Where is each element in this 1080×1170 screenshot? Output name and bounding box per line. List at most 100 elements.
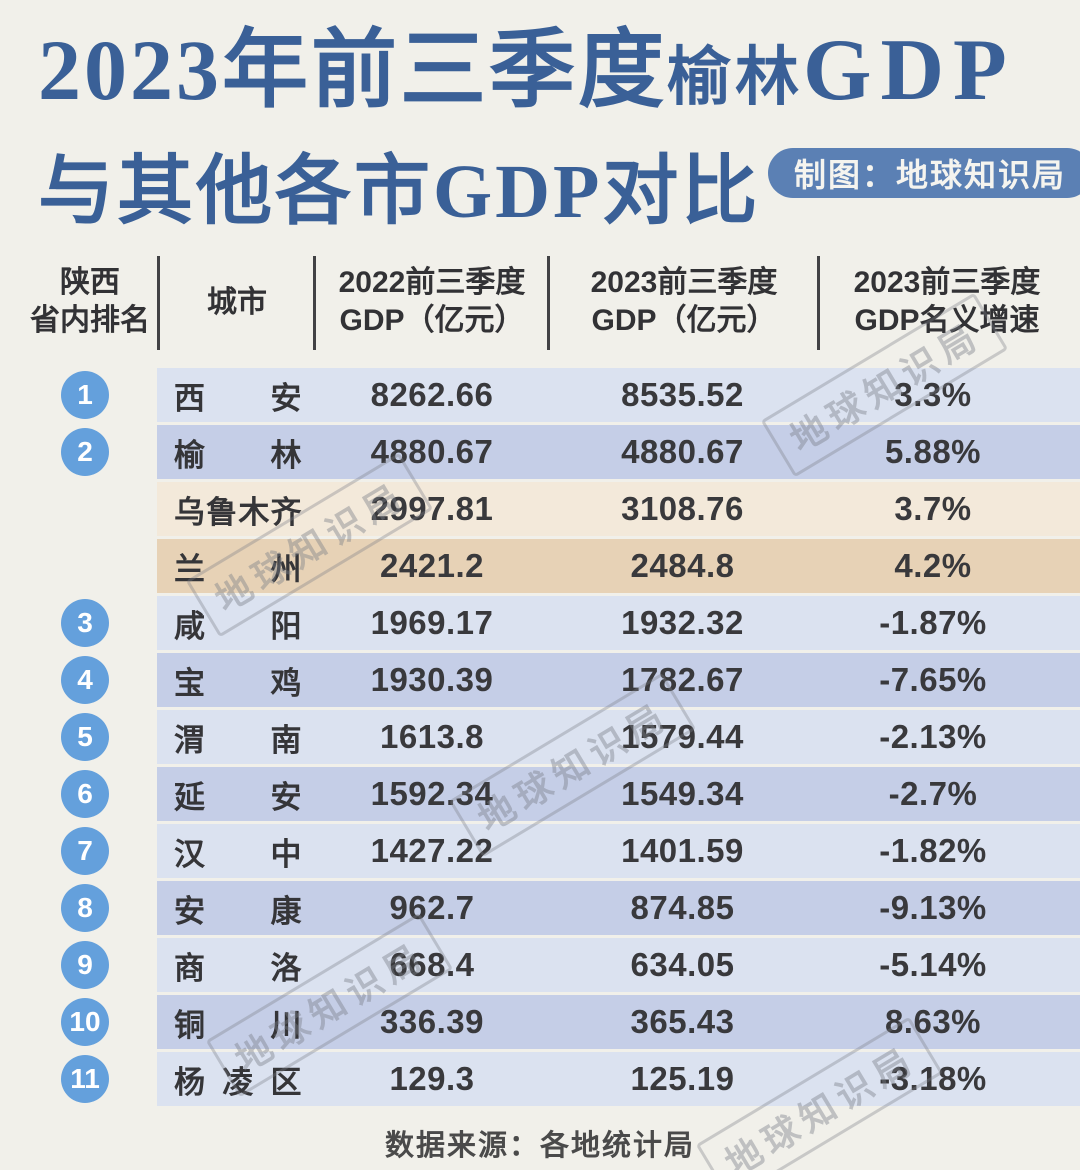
gdp-2023-value: 874.85 bbox=[630, 889, 735, 926]
header-divider bbox=[817, 256, 820, 350]
table-row: 6 延安 1592.34 1549.34 -2.7% bbox=[61, 767, 1080, 821]
growth-value: 8.63% bbox=[884, 1003, 982, 1040]
city-name: 渭南 bbox=[174, 722, 302, 758]
header-gdp-2022: 2022前三季度 GDP（亿元） bbox=[318, 264, 546, 340]
city-name: 兰州 bbox=[174, 551, 302, 587]
city-name: 咸阳 bbox=[174, 608, 302, 644]
gdp-2022-value: 2421.2 bbox=[380, 547, 484, 584]
growth-value: 4.2% bbox=[894, 547, 972, 584]
rank-badge: 3 bbox=[61, 599, 109, 647]
city-name: 安康 bbox=[174, 893, 302, 929]
growth-value: -1.87% bbox=[879, 604, 987, 641]
rank-badge: 6 bbox=[61, 770, 109, 818]
city-name: 西安 bbox=[174, 380, 302, 416]
table-row: 7 汉中 1427.22 1401.59 -1.82% bbox=[61, 824, 1080, 878]
page-title: 2023年前三季度榆林GDP 与其他各市GDP对比 bbox=[38, 18, 1058, 237]
growth-value: 3.3% bbox=[894, 376, 972, 413]
growth-value: -7.65% bbox=[879, 661, 987, 698]
header-gdp-2023-line1: 2023前三季度 bbox=[590, 266, 778, 299]
rank-badge: 5 bbox=[61, 713, 109, 761]
gdp-2022-value: 1930.39 bbox=[370, 661, 494, 698]
growth-value: -9.13% bbox=[879, 889, 987, 926]
gdp-2022-value: 336.39 bbox=[380, 1003, 484, 1040]
table-row: 8 安康 962.7 874.85 -9.13% bbox=[61, 881, 1080, 935]
title-line2: 与其他各市GDP对比 bbox=[38, 150, 761, 234]
gdp-2023-value: 4880.67 bbox=[621, 433, 744, 470]
gdp-2022-value: 2997.81 bbox=[370, 490, 494, 527]
header-divider bbox=[313, 256, 316, 350]
gdp-2022-value: 1592.34 bbox=[370, 775, 494, 812]
header-growth-line2: GDP名义增速 bbox=[854, 304, 1040, 337]
rank-badge: 4 bbox=[61, 656, 109, 704]
table-row: 1 西安 8262.66 8535.52 3.3% bbox=[61, 368, 1080, 422]
rank-badge: 1 bbox=[61, 371, 109, 419]
table-body: 1 西安 8262.66 8535.52 3.3% 2 榆林 4880.67 4880.67 5.… bbox=[61, 368, 1080, 1109]
growth-value: -3.18% bbox=[879, 1060, 987, 1097]
gdp-2023-value: 125.19 bbox=[630, 1060, 735, 1097]
rank-badge: 7 bbox=[61, 827, 109, 875]
header-rank-line1: 陕西 bbox=[60, 266, 120, 299]
growth-value: -2.13% bbox=[879, 718, 987, 755]
city-name: 榆林 bbox=[174, 437, 302, 473]
header-rank-line2: 省内排名 bbox=[30, 304, 150, 337]
table-row: 4 宝鸡 1930.39 1782.67 -7.65% bbox=[61, 653, 1080, 707]
gdp-2022-value: 4880.67 bbox=[370, 433, 494, 470]
title-line1: 2023年前三季度榆林GDP bbox=[38, 18, 1058, 147]
title-main-text: 2023年前三季度 bbox=[38, 22, 667, 118]
gdp-2023-value: 1401.59 bbox=[621, 832, 744, 869]
data-source-note: 数据来源：各地统计局 bbox=[384, 1130, 695, 1162]
gdp-2023-value: 2484.8 bbox=[630, 547, 735, 584]
gdp-2022-value: 1427.22 bbox=[370, 832, 494, 869]
growth-value: -5.14% bbox=[879, 946, 987, 983]
table-row: 5 渭南 1613.8 1579.44 -2.13% bbox=[61, 710, 1080, 764]
growth-value: -1.82% bbox=[879, 832, 987, 869]
city-name: 延安 bbox=[174, 779, 302, 815]
gdp-2023-value: 1579.44 bbox=[621, 718, 744, 755]
rank-badge: 9 bbox=[61, 941, 109, 989]
city-name: 铜川 bbox=[174, 1007, 302, 1043]
title-highlight-yulin: 榆林 bbox=[667, 41, 803, 113]
header-gdp-2023: 2023前三季度 GDP（亿元） bbox=[552, 264, 816, 340]
table-row: 乌鲁木齐 2997.81 3108.76 3.7% bbox=[157, 482, 1080, 536]
table-row: 2 榆林 4880.67 4880.67 5.88% bbox=[61, 425, 1080, 479]
gdp-2023-value: 8535.52 bbox=[621, 376, 744, 413]
header-growth: 2023前三季度 GDP名义增速 bbox=[822, 264, 1072, 340]
table-header: 陕西 省内排名 城市 2022前三季度 GDP（亿元） 2023前三季度 GDP… bbox=[0, 256, 1080, 352]
growth-value: 3.7% bbox=[894, 490, 972, 527]
city-name: 宝鸡 bbox=[174, 665, 302, 701]
city-name: 商洛 bbox=[174, 950, 302, 986]
growth-value: -2.7% bbox=[888, 775, 978, 812]
header-city: 城市 bbox=[207, 286, 267, 319]
gdp-2023-value: 3108.76 bbox=[621, 490, 744, 527]
header-gdp-2023-line2: GDP（亿元） bbox=[591, 304, 777, 337]
growth-value: 5.88% bbox=[884, 433, 982, 470]
gdp-2022-value: 962.7 bbox=[389, 889, 475, 926]
table-row: 9 商洛 668.4 634.05 -5.14% bbox=[61, 938, 1080, 992]
gdp-2022-value: 668.4 bbox=[389, 946, 475, 983]
header-gdp-2022-line2: GDP（亿元） bbox=[339, 304, 525, 337]
gdp-2023-value: 1549.34 bbox=[621, 775, 744, 812]
header-divider bbox=[547, 256, 550, 350]
gdp-2022-value: 129.3 bbox=[389, 1060, 475, 1097]
gdp-2023-value: 634.05 bbox=[630, 946, 735, 983]
table-row: 3 咸阳 1969.17 1932.32 -1.87% bbox=[61, 596, 1080, 650]
city-name: 乌鲁木齐 bbox=[174, 494, 302, 530]
header-divider bbox=[157, 256, 160, 350]
table-row: 兰州 2421.2 2484.8 4.2% bbox=[157, 539, 1080, 593]
city-name: 汉中 bbox=[174, 836, 302, 872]
rank-badge: 8 bbox=[61, 884, 109, 932]
header-gdp-2022-line1: 2022前三季度 bbox=[338, 266, 526, 299]
table-row: 11 杨凌区 129.3 125.19 -3.18% bbox=[61, 1052, 1080, 1106]
title-gdp-text: GDP bbox=[803, 22, 1016, 119]
header-growth-line1: 2023前三季度 bbox=[853, 266, 1041, 299]
gdp-2022-value: 1613.8 bbox=[380, 718, 484, 755]
gdp-2023-value: 1932.32 bbox=[621, 604, 744, 641]
gdp-2023-value: 1782.67 bbox=[621, 661, 744, 698]
gdp-2022-value: 1969.17 bbox=[370, 604, 494, 641]
city-name: 杨凌区 bbox=[174, 1064, 302, 1100]
table-row: 10 铜川 336.39 365.43 8.63% bbox=[61, 995, 1080, 1049]
gdp-2022-value: 8262.66 bbox=[370, 376, 494, 413]
credit-badge: 制图：地球知识局 bbox=[768, 148, 1080, 198]
rank-badge: 2 bbox=[61, 428, 109, 476]
